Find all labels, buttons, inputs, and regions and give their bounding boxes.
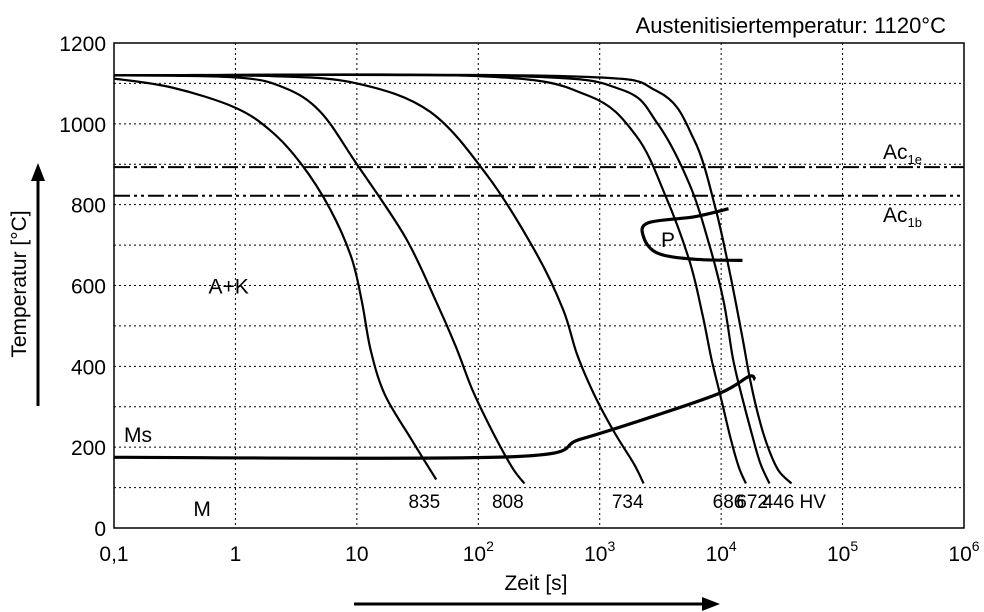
region-label: M	[193, 498, 211, 521]
x-tick-label: 105	[827, 538, 858, 566]
pearlite-boundary	[640, 207, 743, 262]
y-tick-label: 1000	[59, 114, 106, 137]
x-tick-label: 10	[345, 543, 368, 566]
x-tick-label: 106	[948, 538, 979, 566]
x-tick-label: 0,1	[99, 543, 128, 566]
y-tick-label: 0	[94, 518, 106, 541]
region-label: A+K	[208, 276, 248, 299]
hardness-label: 808	[492, 492, 524, 513]
x-tick-label: 103	[584, 538, 615, 566]
x-tick-label: 104	[706, 538, 737, 566]
pearlite-label: P	[661, 229, 675, 252]
x-axis-label: Zeit [s]	[504, 572, 567, 595]
y-axis-label: Temperatur [°C]	[8, 210, 31, 357]
hardness-label: 672	[736, 492, 768, 513]
y-tick-label: 1200	[59, 33, 106, 56]
y-tick-label: 600	[71, 276, 106, 299]
hardness-label: 686	[713, 492, 745, 513]
reference-label-1b: Ac1b	[883, 204, 922, 230]
y-axis-ticks: 0 200 400 600 800 1000 1200	[59, 33, 106, 541]
x-tick-label: 102	[463, 538, 494, 566]
x-axis-ticks: 0,1 1 10 102 103 104 105 106	[99, 538, 979, 566]
reference-label-1e: Ac1e	[883, 141, 922, 167]
plot-frame	[113, 42, 965, 529]
y-tick-label: 800	[71, 195, 106, 218]
y-axis-arrow	[31, 163, 45, 406]
ms-label: Ms	[124, 424, 152, 447]
cooling-curve-1	[113, 77, 438, 481]
hardness-label: 734	[612, 492, 644, 513]
reference-lines	[114, 166, 964, 197]
grid	[114, 43, 964, 528]
hardness-label: 835	[409, 492, 441, 513]
ms-line	[113, 374, 757, 460]
cooling-curves	[113, 73, 793, 485]
chart-title: Austenitisiertemperatur: 1120°C	[636, 13, 947, 38]
y-tick-label: 200	[71, 437, 106, 460]
hardness-label: 446 HV	[763, 492, 827, 513]
x-tick-label: 1	[230, 543, 242, 566]
transformation-lines	[113, 207, 757, 460]
x-axis-arrow	[354, 597, 720, 611]
cooling-curve-3	[113, 74, 645, 484]
y-tick-label: 400	[71, 356, 106, 379]
cooling-curve-6	[113, 73, 793, 485]
cooling-curve-2	[113, 74, 526, 485]
